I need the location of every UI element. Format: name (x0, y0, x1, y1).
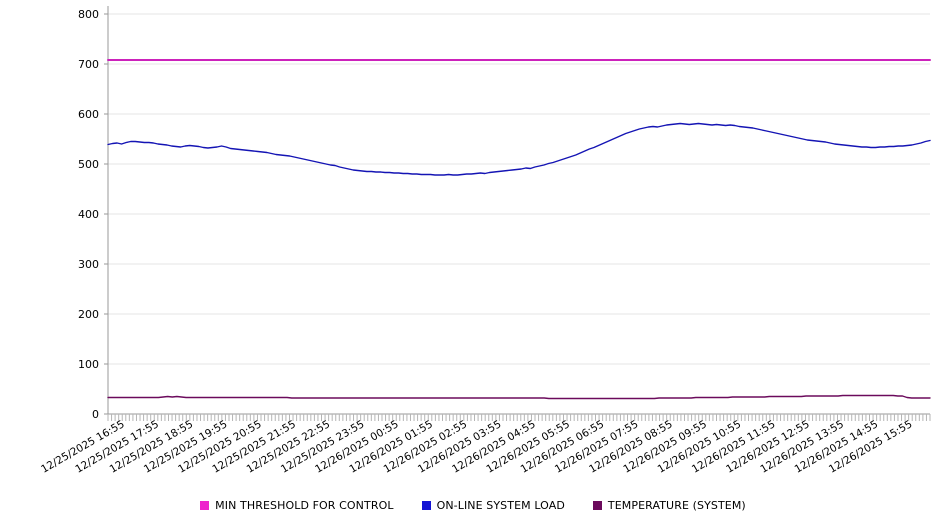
svg-text:600: 600 (78, 108, 99, 121)
gridlines (108, 13, 930, 415)
svg-text:400: 400 (78, 208, 99, 221)
x-minor-ticks (107, 414, 931, 421)
y-axis-labels: 800 700 600 500 400 300 200 100 0 (78, 8, 99, 421)
chart-legend: MIN THRESHOLD FOR CONTROL ON-LINE SYSTEM… (0, 494, 946, 516)
legend-swatch-min-threshold (200, 500, 210, 510)
svg-text:0: 0 (92, 408, 99, 421)
legend-label-system-load: ON-LINE SYSTEM LOAD (436, 498, 565, 512)
legend-item-system-load[interactable]: ON-LINE SYSTEM LOAD (421, 498, 565, 512)
svg-text:700: 700 (78, 58, 99, 71)
axis-lines (104, 6, 930, 415)
svg-text:300: 300 (78, 258, 99, 271)
legend-swatch-temperature (592, 500, 602, 510)
legend-label-temperature: TEMPERATURE (SYSTEM) (607, 498, 746, 512)
legend-label-min-threshold: MIN THRESHOLD FOR CONTROL (215, 498, 394, 512)
data-series (107, 59, 931, 400)
svg-text:200: 200 (78, 308, 99, 321)
legend-item-min-threshold[interactable]: MIN THRESHOLD FOR CONTROL (200, 499, 393, 512)
svg-text:500: 500 (78, 158, 99, 171)
legend-item-temperature[interactable]: TEMPERATURE (SYSTEM) (592, 498, 746, 512)
svg-text:800: 800 (78, 8, 99, 21)
legend-swatch-system-load (421, 500, 431, 510)
svg-text:100: 100 (78, 358, 99, 371)
